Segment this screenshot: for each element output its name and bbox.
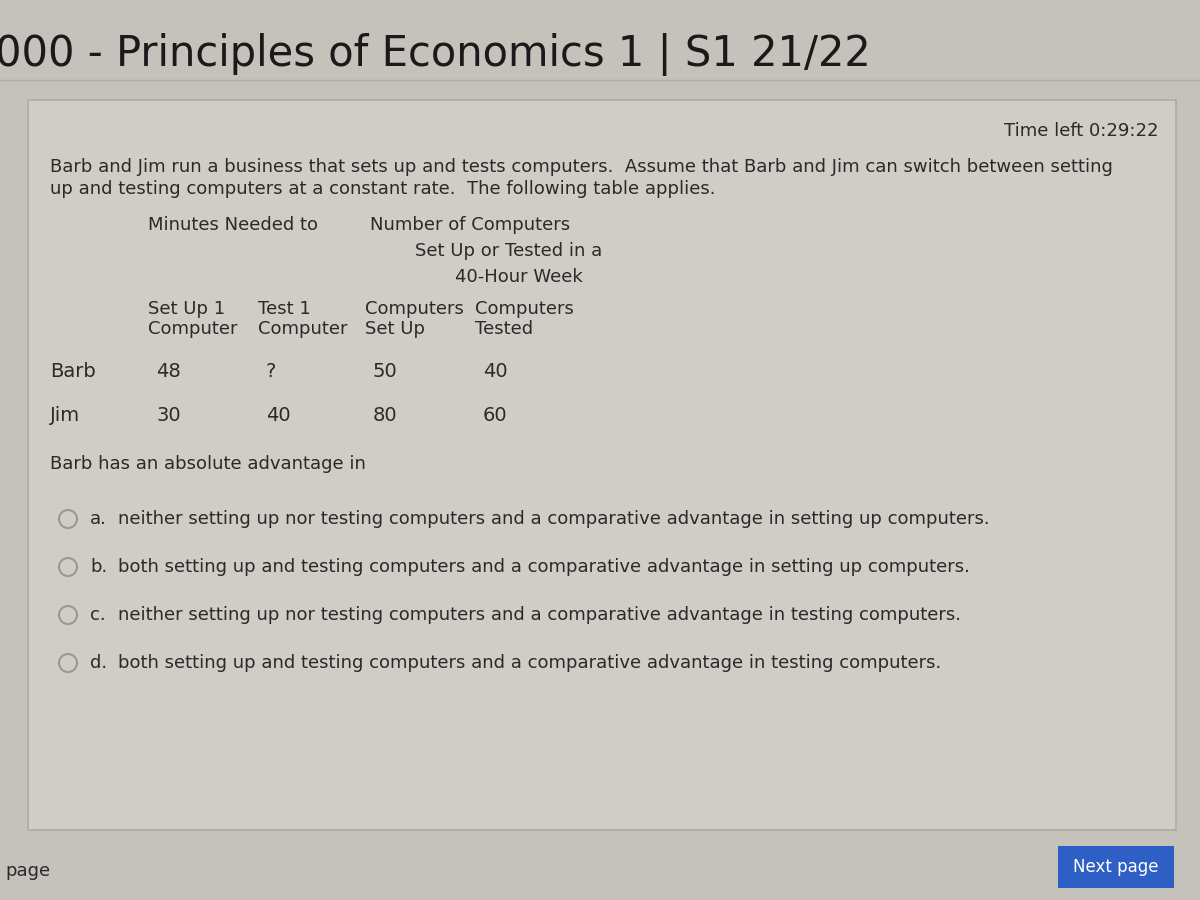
Text: 48: 48 — [156, 362, 181, 381]
Text: 40-Hour Week: 40-Hour Week — [455, 268, 583, 286]
Text: Barb: Barb — [50, 362, 96, 381]
Text: 60: 60 — [482, 406, 508, 425]
Text: neither setting up nor testing computers and a comparative advantage in testing : neither setting up nor testing computers… — [118, 606, 961, 624]
Text: Barb and Jim run a business that sets up and tests computers.  Assume that Barb : Barb and Jim run a business that sets up… — [50, 158, 1112, 176]
Text: ?: ? — [266, 362, 276, 381]
Text: a.: a. — [90, 510, 107, 528]
Text: Computers: Computers — [365, 300, 464, 318]
Text: d.: d. — [90, 654, 107, 672]
Text: b.: b. — [90, 558, 107, 576]
Text: Barb has an absolute advantage in: Barb has an absolute advantage in — [50, 455, 366, 473]
Text: both setting up and testing computers and a comparative advantage in testing com: both setting up and testing computers an… — [118, 654, 941, 672]
Text: 50: 50 — [373, 362, 397, 381]
Text: Computer: Computer — [258, 320, 348, 338]
Text: neither setting up nor testing computers and a comparative advantage in setting : neither setting up nor testing computers… — [118, 510, 990, 528]
Text: Computers: Computers — [475, 300, 574, 318]
Text: Computer: Computer — [148, 320, 238, 338]
Text: Jim: Jim — [50, 406, 80, 425]
Text: both setting up and testing computers and a comparative advantage in setting up : both setting up and testing computers an… — [118, 558, 970, 576]
Text: Number of Computers: Number of Computers — [370, 216, 570, 234]
Text: 000 - Principles of Economics 1 | S1 21/22: 000 - Principles of Economics 1 | S1 21/… — [0, 33, 871, 76]
Text: Set Up or Tested in a: Set Up or Tested in a — [415, 242, 602, 260]
Text: Set Up: Set Up — [365, 320, 425, 338]
FancyBboxPatch shape — [1058, 846, 1174, 888]
Text: page: page — [5, 862, 50, 880]
Text: Set Up 1: Set Up 1 — [148, 300, 226, 318]
Text: 40: 40 — [482, 362, 508, 381]
FancyBboxPatch shape — [28, 100, 1176, 830]
Text: Time left 0:29:22: Time left 0:29:22 — [1003, 122, 1158, 140]
Text: 80: 80 — [373, 406, 397, 425]
Text: Minutes Needed to: Minutes Needed to — [148, 216, 318, 234]
Text: 30: 30 — [156, 406, 181, 425]
Text: up and testing computers at a constant rate.  The following table applies.: up and testing computers at a constant r… — [50, 180, 715, 198]
Text: 40: 40 — [266, 406, 290, 425]
Text: Next page: Next page — [1073, 858, 1159, 876]
Text: Test 1: Test 1 — [258, 300, 311, 318]
Text: Tested: Tested — [475, 320, 533, 338]
Text: c.: c. — [90, 606, 106, 624]
